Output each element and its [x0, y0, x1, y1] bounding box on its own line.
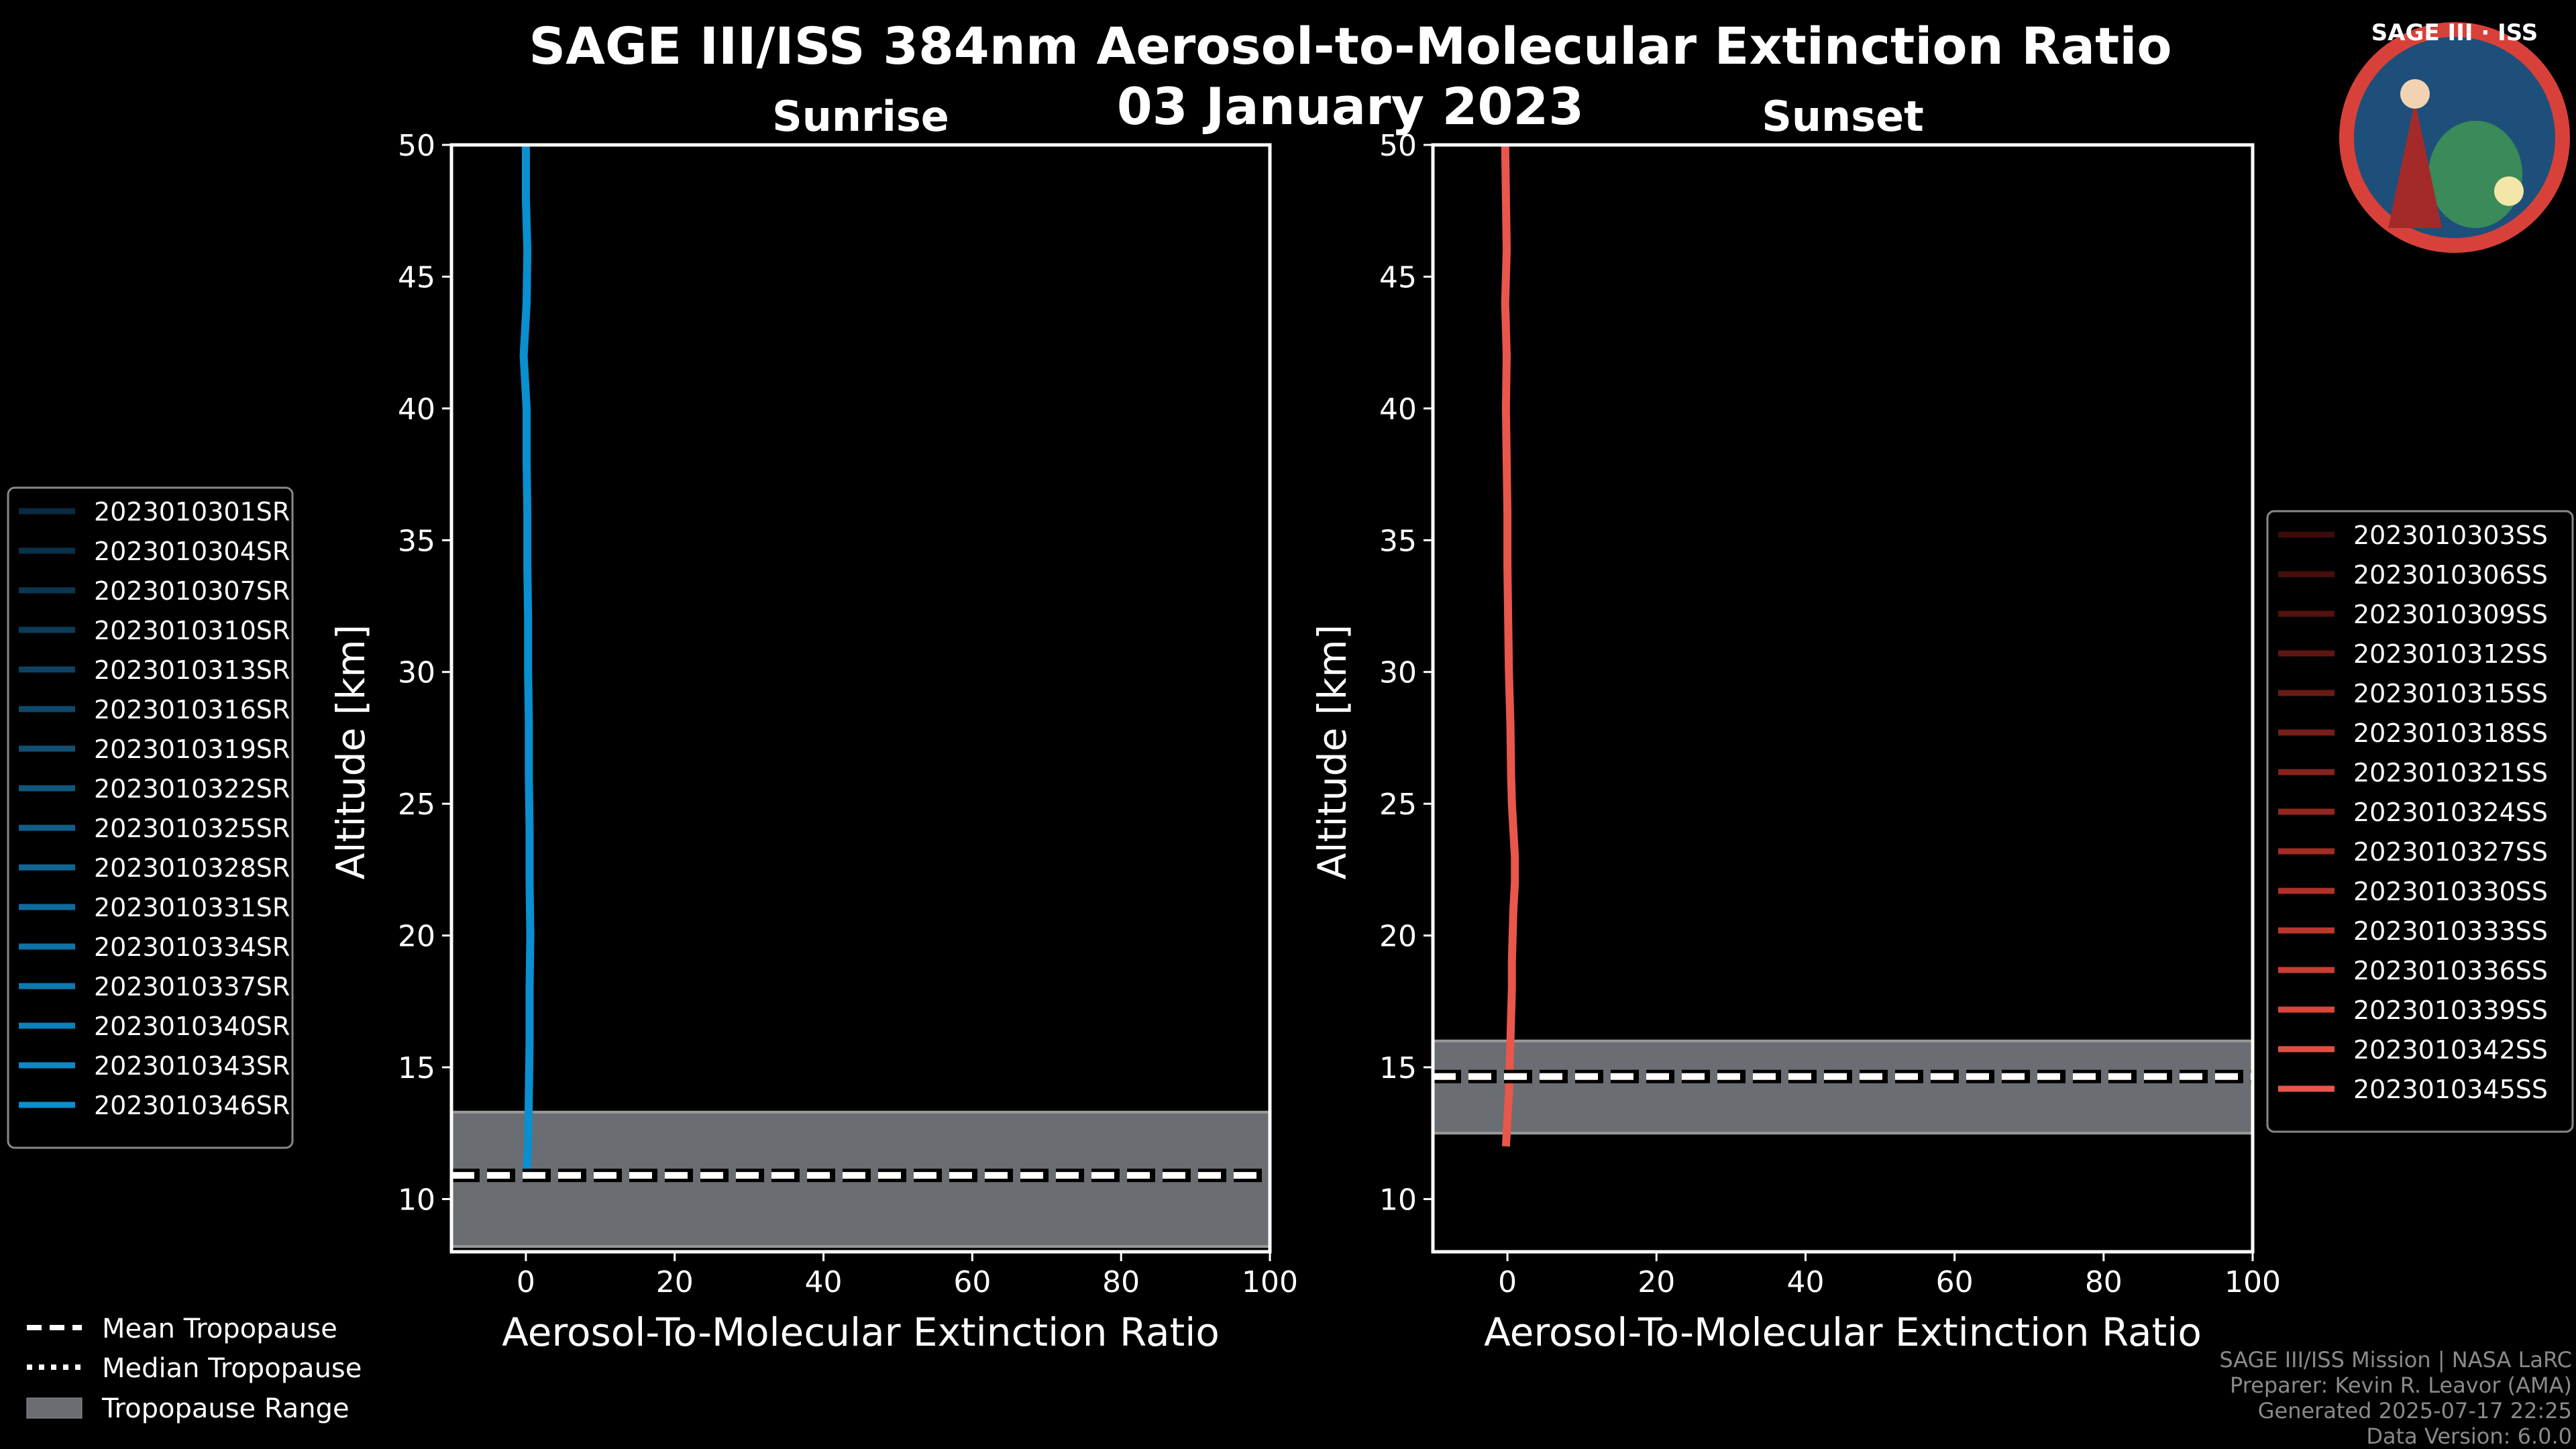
y-tick-label: 20 — [1379, 920, 1417, 954]
y-tick-label: 15 — [1379, 1051, 1417, 1085]
y-tick-label: 40 — [398, 392, 435, 427]
legend-entry: 2023010307SR — [94, 576, 290, 606]
legend-box — [2266, 510, 2574, 1133]
legend-entry: 2023010322SR — [94, 774, 290, 804]
subplot-title: Sunset — [1762, 92, 1924, 141]
legend-entry: 2023010324SS — [2353, 798, 2548, 827]
legend-entry: 2023010304SR — [94, 537, 290, 566]
y-tick-label: 45 — [398, 260, 435, 294]
sunset-chart: 0 20 40 60 80 100 10 15 20 25 30 35 40 45 50 Aerosol-To… — [1309, 92, 2574, 1355]
legend-entry: 2023010330SS — [2353, 877, 2548, 906]
legend-entry: 2023010343SR — [94, 1051, 290, 1081]
legend-entry: 2023010337SR — [94, 972, 290, 1002]
x-axis-label: Aerosol-To-Molecular Extinction Ratio — [502, 1309, 1220, 1355]
subplot-title: Sunrise — [772, 92, 949, 141]
legend-mean-label: Mean Tropopause — [102, 1313, 337, 1344]
sunset-legend: 2023010303SS 2023010306SS 2023010309SS 2023… — [2266, 510, 2574, 1133]
axes-frame — [1431, 143, 2255, 1254]
y-tick-label: 10 — [398, 1183, 435, 1217]
x-axis-label: Aerosol-To-Molecular Extinction Ratio — [1484, 1309, 2202, 1355]
x-tick-label: 20 — [1638, 1265, 1675, 1299]
legend-range-label: Tropopause Range — [101, 1393, 350, 1424]
legend-entry: 2023010327SS — [2353, 837, 2548, 867]
legend-entry: 2023010325SR — [94, 814, 290, 843]
y-tick-label: 35 — [398, 524, 435, 558]
figure-title: SAGE III/ISS 384nm Aerosol-to-Molecular … — [529, 16, 2171, 76]
footer: SAGE III/ISS Mission | NASA LaRC Prepare… — [2219, 1347, 2572, 1449]
legend-entry: 2023010301SR — [94, 497, 290, 527]
tropopause-range — [1432, 1039, 2254, 1135]
legend-entry: 2023010342SS — [2353, 1035, 2548, 1065]
footer-line: SAGE III/ISS Mission | NASA LaRC — [2219, 1347, 2572, 1373]
y-tick-label: 40 — [1379, 392, 1417, 427]
x-tick-label: 20 — [656, 1265, 694, 1299]
legend-entry: 2023010334SR — [94, 932, 290, 962]
y-tick-label: 25 — [1379, 788, 1417, 822]
plot-area — [451, 145, 1270, 1252]
footer-line: Preparer: Kevin R. Leavor (AMA) — [2230, 1373, 2572, 1398]
sunrise-legend: 2023010301SR 2023010304SR 2023010307SR 2023… — [7, 486, 294, 1149]
legend-entry: 2023010346SR — [94, 1091, 290, 1120]
x-tick-label: 60 — [953, 1265, 991, 1299]
legend-entry: 2023010315SS — [2353, 679, 2548, 708]
y-tick-label: 15 — [398, 1051, 435, 1085]
y-tick-label: 45 — [1379, 260, 1417, 294]
x-tick-label: 0 — [1498, 1265, 1517, 1299]
x-tick-label: 60 — [1936, 1265, 1974, 1299]
svg-text:SAGE III · ISS: SAGE III · ISS — [2371, 19, 2538, 46]
y-tick-label: 35 — [1379, 524, 1417, 558]
legend-entry: 2023010340SR — [94, 1012, 290, 1041]
footer-line: Data Version: 6.0.0 — [2366, 1424, 2572, 1449]
y-tick-label: 20 — [398, 920, 435, 954]
y-tick-label: 30 — [1379, 656, 1417, 690]
legend-entry: 2023010336SS — [2353, 956, 2548, 985]
axes-frame — [449, 143, 1272, 1254]
legend-entry: 2023010319SR — [94, 735, 290, 764]
y-tick-label: 50 — [1379, 129, 1417, 163]
tropopause-legend: Mean Tropopause Median Tropopause Tropop… — [26, 1313, 362, 1424]
y-tick-label: 25 — [398, 788, 435, 822]
y-tick-label: 30 — [398, 656, 435, 690]
figure-date: 03 January 2023 — [1117, 76, 1584, 136]
legend-median-label: Median Tropopause — [102, 1353, 362, 1384]
y-axis-label: Altitude [km] — [328, 625, 374, 879]
x-tick-label: 100 — [1242, 1265, 1298, 1299]
profile-line — [1501, 144, 1519, 1147]
legend-entry: 2023010313SR — [94, 655, 290, 685]
x-tick-label: 80 — [1102, 1265, 1140, 1299]
x-tick-label: 40 — [1786, 1265, 1824, 1299]
legend-entry: 2023010312SS — [2353, 639, 2548, 669]
legend-entry: 2023010345SS — [2353, 1075, 2548, 1104]
legend-entry: 2023010316SR — [94, 695, 290, 724]
legend-box — [7, 486, 294, 1149]
legend-entry: 2023010331SR — [94, 893, 290, 922]
legend-entry: 2023010318SS — [2353, 718, 2548, 748]
legend-entry: 2023010309SS — [2353, 600, 2548, 629]
logo: SAGE III · ISS — [2339, 19, 2570, 253]
legend-entry: 2023010333SS — [2353, 916, 2548, 946]
y-tick-label: 50 — [398, 129, 435, 163]
legend-range-swatch — [26, 1397, 83, 1419]
legend-entry: 2023010303SS — [2353, 521, 2548, 550]
x-tick-label: 100 — [2224, 1265, 2281, 1299]
legend-entry: 2023010306SS — [2353, 560, 2548, 590]
x-tick-label: 40 — [805, 1265, 843, 1299]
legend-entry: 2023010339SS — [2353, 996, 2548, 1025]
x-tick-label: 80 — [2085, 1265, 2123, 1299]
legend-entry: 2023010328SR — [94, 853, 290, 883]
profile-line — [519, 145, 535, 1173]
x-tick-label: 0 — [517, 1265, 535, 1299]
y-axis-label: Altitude [km] — [1309, 625, 1355, 879]
footer-line: Generated 2025-07-17 22:25 — [2258, 1398, 2572, 1424]
y-tick-label: 10 — [1379, 1183, 1417, 1217]
legend-entry: 2023010321SS — [2353, 758, 2548, 788]
sunrise-chart: 0 20 40 60 80 100 10 15 20 25 30 35 40 45 50 Aerosol-To… — [7, 92, 1298, 1355]
legend-entry: 2023010310SR — [94, 616, 290, 645]
